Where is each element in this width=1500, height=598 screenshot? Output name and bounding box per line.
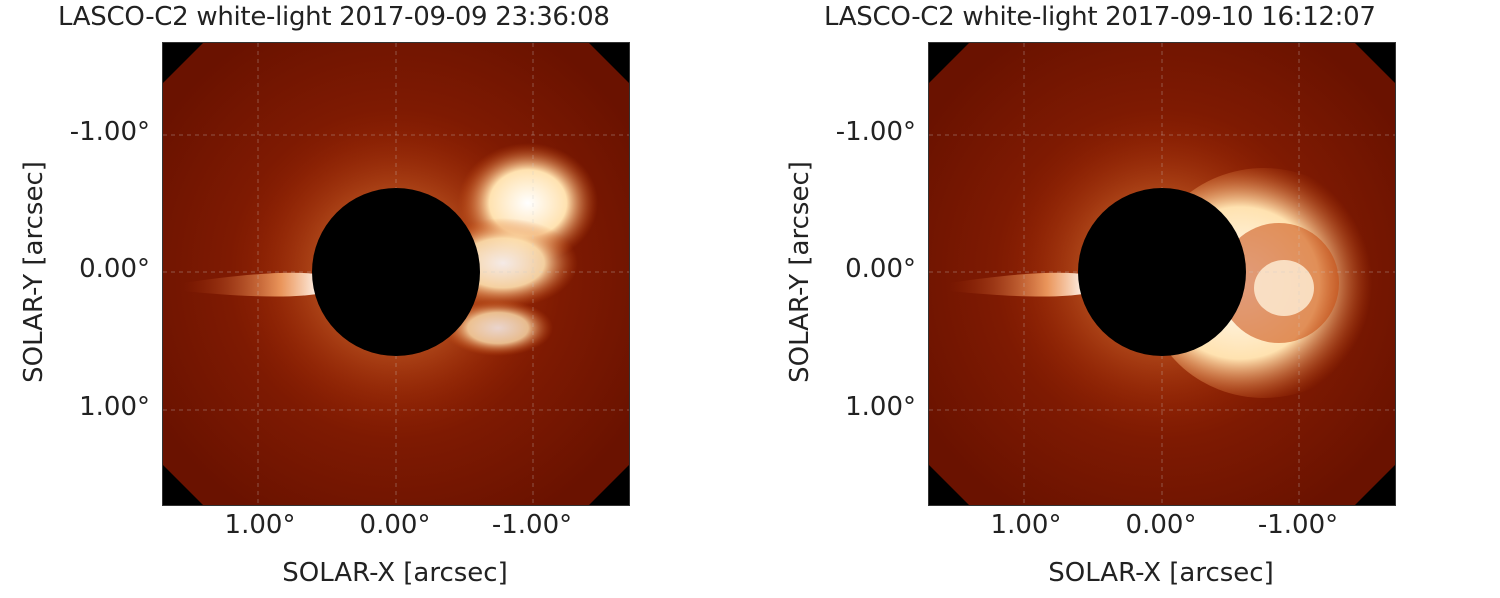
- occulter-disk: [312, 188, 480, 356]
- y-tick-label: 0.00°: [79, 254, 150, 284]
- y-tick-label: -1.00°: [835, 117, 916, 147]
- y-tick-label: -1.00°: [69, 117, 150, 147]
- y-axis-label: SOLAR-Y [arcsec]: [19, 161, 49, 383]
- x-tick-label: 0.00°: [1125, 510, 1197, 540]
- coronagraph-panel-right: LASCO-C2 white-light 2017-09-10 16:12:07…: [766, 0, 1500, 598]
- coronagraph-image: [928, 42, 1396, 506]
- x-tick-label: 0.00°: [359, 510, 431, 540]
- y-axis-label: SOLAR-Y [arcsec]: [785, 161, 815, 383]
- coronagraph-svg: [929, 43, 1395, 505]
- occulter-disk: [1078, 188, 1246, 356]
- coronagraph-panel-left: LASCO-C2 white-light 2017-09-09 23:36:08…: [19, 2, 630, 588]
- streamer-east: [183, 272, 323, 297]
- x-tick-label: -1.00°: [1257, 510, 1339, 540]
- plot-title: LASCO-C2 white-light 2017-09-10 16:12:07: [824, 2, 1376, 32]
- plot-title: LASCO-C2 white-light 2017-09-09 23:36:08: [58, 2, 610, 32]
- y-tick-label: 1.00°: [845, 392, 916, 422]
- streamer-east: [949, 272, 1089, 297]
- coronagraph-image: [162, 42, 630, 506]
- y-tick-label: 1.00°: [79, 392, 150, 422]
- x-tick-label: 1.00°: [990, 510, 1062, 540]
- x-axis-label: SOLAR-X [arcsec]: [1048, 558, 1274, 588]
- x-axis-label: SOLAR-X [arcsec]: [282, 558, 508, 588]
- coronagraph-svg: [163, 43, 629, 505]
- x-tick-label: 1.00°: [224, 510, 296, 540]
- x-tick-label: -1.00°: [491, 510, 573, 540]
- y-tick-label: 0.00°: [845, 254, 916, 284]
